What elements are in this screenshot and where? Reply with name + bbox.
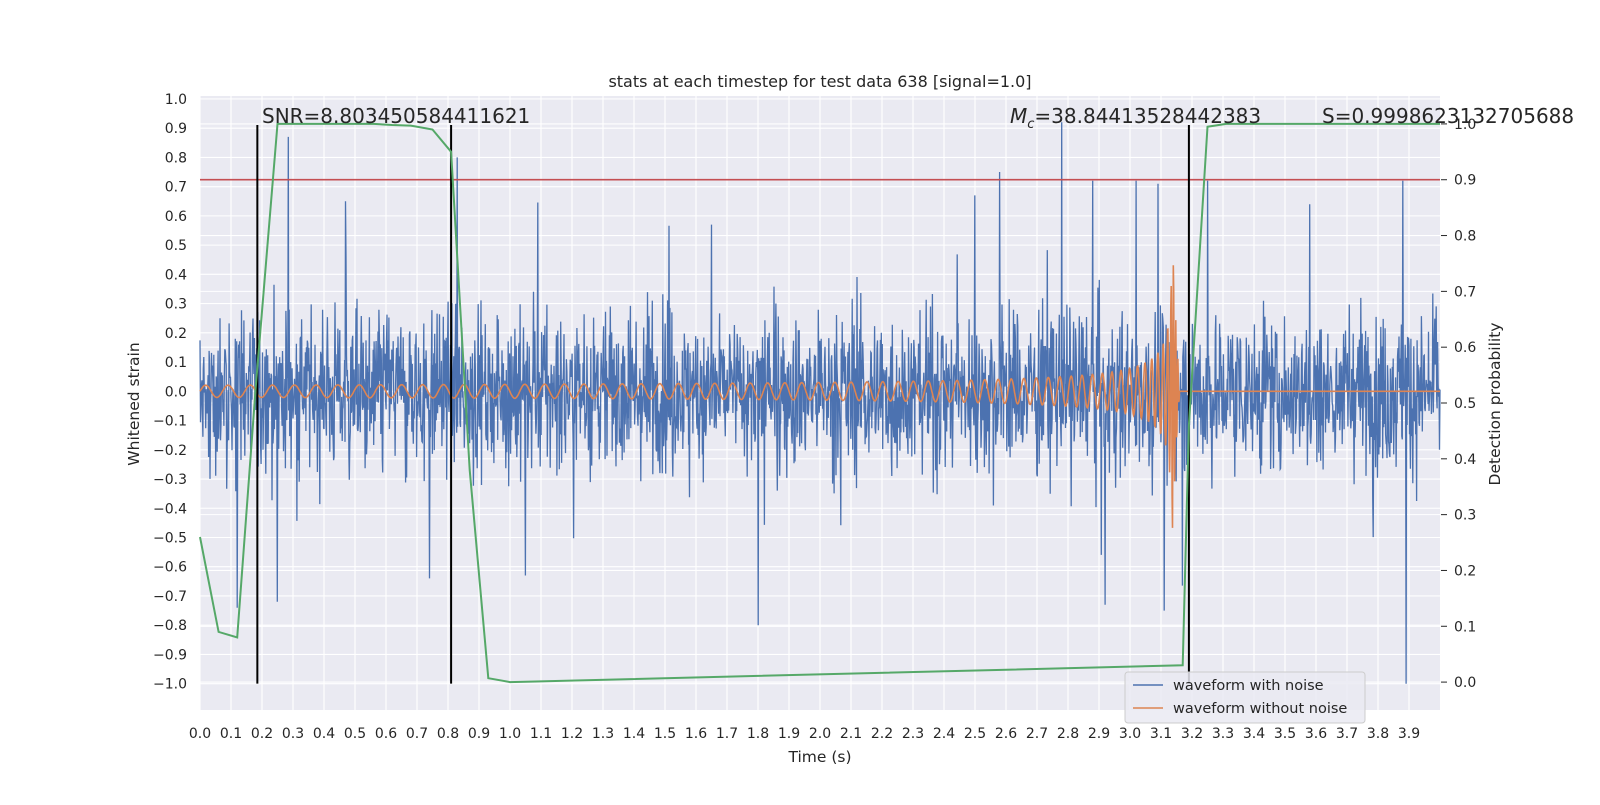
y-tick-label: 0.7 bbox=[165, 180, 187, 196]
x-tick-label: 1.2 bbox=[561, 726, 583, 742]
y-tick-label: −0.7 bbox=[153, 589, 187, 605]
y-tick-label: 0.6 bbox=[165, 209, 187, 225]
y2-axis-label: Detection probability bbox=[1486, 323, 1504, 486]
x-tick-labels: 0.0 0.1 0.2 0.3 0.4 0.5 0.6 0.7 0.8 0.9 1.0 1.1 1.2 1… bbox=[189, 726, 1420, 742]
y-tick-label: −0.5 bbox=[153, 530, 187, 546]
y2-tick-label: 0.1 bbox=[1454, 619, 1476, 635]
x-tick-label: 3.5 bbox=[1274, 726, 1296, 742]
y2-tick-label: 0.0 bbox=[1454, 675, 1476, 691]
series-detection-probability bbox=[199, 122, 1440, 684]
y2-tick-label: 0.7 bbox=[1454, 284, 1476, 300]
detection-probability-line bbox=[199, 122, 1440, 684]
x-tick-label: 1.4 bbox=[623, 726, 645, 742]
x-tick-label: 0.8 bbox=[437, 726, 459, 742]
y-axis-label: Whitened strain bbox=[125, 342, 143, 465]
x-tick-label: 0.5 bbox=[344, 726, 366, 742]
x-tick-label: 2.5 bbox=[964, 726, 986, 742]
y2-tick-labels: 1.0 0.9 0.8 0.7 0.6 0.5 0.4 0.3 0.2 0.1 0.0 bbox=[1441, 117, 1476, 691]
x-tick-label: 1.8 bbox=[747, 726, 769, 742]
y2-tick-label: 0.9 bbox=[1454, 173, 1476, 189]
series-waveform-without-noise bbox=[199, 265, 1440, 528]
y2-tick-label: 0.4 bbox=[1454, 452, 1476, 468]
y-tick-labels: 1.0 0.9 0.8 0.7 0.6 0.5 0.4 0.3 0.2 0.1 0.0 −0.1 −0.… bbox=[153, 92, 187, 693]
x-tick-label: 2.6 bbox=[995, 726, 1017, 742]
x-tick-label: 0.9 bbox=[468, 726, 490, 742]
x-tick-label: 2.0 bbox=[809, 726, 831, 742]
x-tick-label: 0.3 bbox=[282, 726, 304, 742]
y-tick-label: 0.8 bbox=[165, 150, 187, 166]
x-tick-label: 1.7 bbox=[716, 726, 738, 742]
x-tick-label: 0.1 bbox=[220, 726, 242, 742]
y2-tick-label: 0.3 bbox=[1454, 508, 1476, 524]
y-tick-label: 0.5 bbox=[165, 238, 187, 254]
x-tick-label: 3.4 bbox=[1243, 726, 1265, 742]
x-tick-label: 3.8 bbox=[1367, 726, 1389, 742]
x-tick-label: 1.1 bbox=[530, 726, 552, 742]
x-tick-label: 0.7 bbox=[406, 726, 428, 742]
x-tick-label: 1.9 bbox=[778, 726, 800, 742]
y-tick-label: −0.9 bbox=[153, 647, 187, 663]
y-tick-label: −0.8 bbox=[153, 618, 187, 634]
x-tick-label: 2.9 bbox=[1088, 726, 1110, 742]
y-tick-label: −1.0 bbox=[153, 677, 187, 693]
y-tick-label: 0.4 bbox=[165, 267, 187, 283]
chart-title: stats at each timestep for test data 638… bbox=[608, 72, 1031, 91]
x-tick-label: 2.8 bbox=[1057, 726, 1079, 742]
x-tick-label: 0.2 bbox=[251, 726, 273, 742]
y2-tick-label: 0.5 bbox=[1454, 396, 1476, 412]
x-tick-label: 3.9 bbox=[1398, 726, 1420, 742]
y-tick-label: 0.0 bbox=[165, 384, 187, 400]
snr-annotation: SNR=8.803450584411621 bbox=[262, 104, 530, 128]
chirp-mass-annotation: Mc=38.84413528442383 bbox=[1010, 104, 1261, 132]
y-tick-label: 0.2 bbox=[165, 326, 187, 342]
noise-waveform-line bbox=[199, 122, 1441, 684]
y2-tick-label: 0.2 bbox=[1454, 563, 1476, 579]
y-tick-label: 0.9 bbox=[165, 121, 187, 137]
y-tick-label: −0.4 bbox=[153, 501, 187, 517]
x-tick-label: 3.3 bbox=[1212, 726, 1234, 742]
y-tick-label: −0.1 bbox=[153, 414, 187, 430]
x-tick-label: 2.1 bbox=[840, 726, 862, 742]
y-tick-label: 0.1 bbox=[165, 355, 187, 371]
x-tick-label: 0.6 bbox=[375, 726, 397, 742]
legend-label-clean: waveform without noise bbox=[1173, 701, 1347, 717]
clean-waveform-line bbox=[199, 265, 1440, 528]
x-tick-label: 3.6 bbox=[1305, 726, 1327, 742]
x-tick-label: 3.1 bbox=[1150, 726, 1172, 742]
x-tick-label: 0.4 bbox=[313, 726, 335, 742]
y2-tick-label: 1.0 bbox=[1454, 117, 1476, 133]
x-tick-label: 1.0 bbox=[499, 726, 521, 742]
event-markers bbox=[256, 125, 1190, 684]
x-axis-label: Time (s) bbox=[787, 748, 851, 766]
series-waveform-with-noise bbox=[199, 122, 1441, 684]
y2-tick-label: 0.8 bbox=[1454, 229, 1476, 245]
detection-score-annotation: S=0.9998623132705688 bbox=[1322, 104, 1574, 128]
y-tick-label: −0.2 bbox=[153, 443, 187, 459]
x-tick-label: 2.2 bbox=[871, 726, 893, 742]
y-tick-label: −0.6 bbox=[153, 560, 187, 576]
y-tick-label: −0.3 bbox=[153, 472, 187, 488]
legend-label-noise: waveform with noise bbox=[1173, 678, 1324, 694]
x-tick-label: 2.4 bbox=[933, 726, 955, 742]
y-tick-label: 0.3 bbox=[165, 297, 187, 313]
x-tick-label: 3.7 bbox=[1336, 726, 1358, 742]
x-tick-label: 3.0 bbox=[1119, 726, 1141, 742]
x-tick-label: 0.0 bbox=[189, 726, 211, 742]
legend: waveform with noise waveform without noi… bbox=[1124, 671, 1366, 724]
x-tick-label: 3.2 bbox=[1181, 726, 1203, 742]
x-tick-label: 1.5 bbox=[654, 726, 676, 742]
x-tick-label: 1.6 bbox=[685, 726, 707, 742]
x-tick-label: 2.7 bbox=[1026, 726, 1048, 742]
x-tick-label: 2.3 bbox=[902, 726, 924, 742]
y-tick-label: 1.0 bbox=[165, 92, 187, 108]
y2-tick-label: 0.6 bbox=[1454, 340, 1476, 356]
x-tick-label: 1.3 bbox=[592, 726, 614, 742]
